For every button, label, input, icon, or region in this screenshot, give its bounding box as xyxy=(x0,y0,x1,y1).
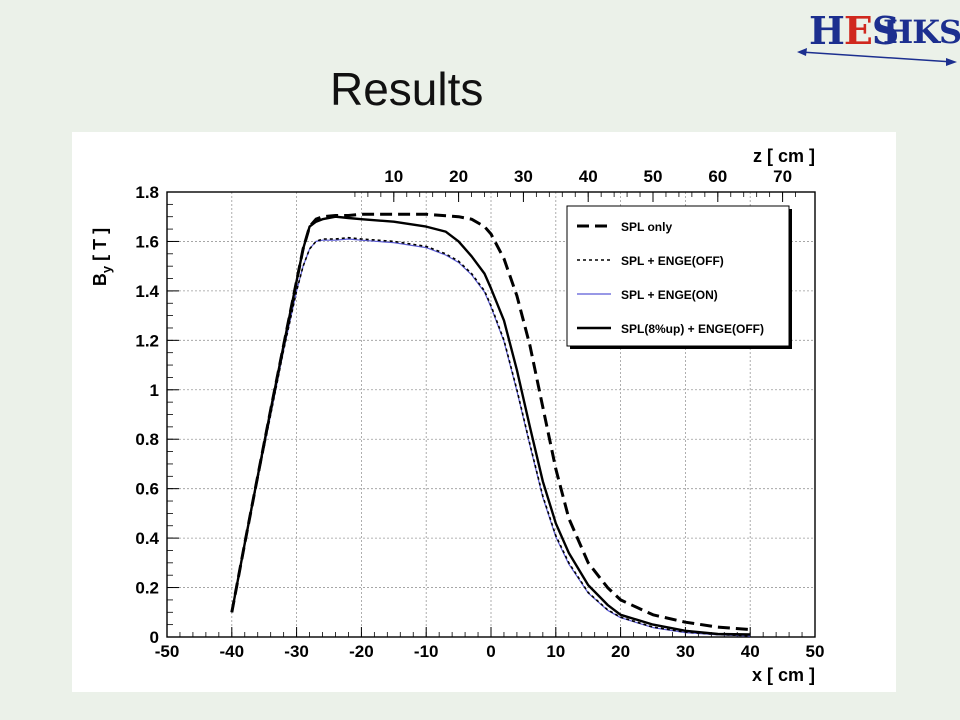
axes: -50 -40 -30 -20 -10 0 10 20 30 40 50 0 0.2 0.4 0.6 0.8 1… xyxy=(90,146,824,685)
y-tick-label: 1.4 xyxy=(135,282,159,301)
z-tick-label: 10 xyxy=(384,167,403,186)
z-tick-label: 60 xyxy=(708,167,727,186)
x-tick-label: 0 xyxy=(486,642,495,661)
x-tick-label: 20 xyxy=(611,642,630,661)
y-tick-label: 1.8 xyxy=(135,183,159,202)
z-axis-label: z [ cm ] xyxy=(753,146,815,166)
z-tick-label: 70 xyxy=(773,167,792,186)
legend-label-3: SPL(8%up) + ENGE(OFF) xyxy=(621,322,764,336)
legend-label-0: SPL only xyxy=(621,220,672,234)
series-line-1 xyxy=(231,236,751,637)
x-tick-label: -20 xyxy=(349,642,374,661)
y-axis-label: By [ T ] xyxy=(90,228,114,286)
legend-label-2: SPL + ENGE(ON) xyxy=(621,288,718,302)
y-tick-label: 0.2 xyxy=(135,579,159,598)
y-tick-label: 1.2 xyxy=(135,331,159,350)
series-line-0 xyxy=(230,212,751,632)
x-tick-label: -10 xyxy=(414,642,439,661)
legend-label-1: SPL + ENGE(OFF) xyxy=(621,254,724,268)
y-tick-label: 0.6 xyxy=(135,480,159,499)
grid xyxy=(167,192,815,637)
x-tick-label: 40 xyxy=(741,642,760,661)
x-tick-label: 50 xyxy=(806,642,825,661)
chart-panel: -50 -40 -30 -20 -10 0 10 20 30 40 50 0 0.2 0.4 0.6 0.8 1… xyxy=(72,132,896,692)
field-chart: -50 -40 -30 -20 -10 0 10 20 30 40 50 0 0.2 0.4 0.6 0.8 1… xyxy=(90,146,824,685)
logo-hes: HES xyxy=(809,8,899,53)
z-tick-label: 20 xyxy=(449,167,468,186)
z-tick-label: 50 xyxy=(644,167,663,186)
x-tick-label: -50 xyxy=(155,642,180,661)
x-axis-label: x [ cm ] xyxy=(752,665,815,685)
logo-arrow xyxy=(797,48,957,66)
logo-hks: HKS xyxy=(883,13,960,51)
y-tick-label: 0.4 xyxy=(135,529,159,548)
y-tick-label: 1 xyxy=(150,381,159,400)
y-tick-label: 0 xyxy=(150,628,159,647)
y-tick-label: 1.6 xyxy=(135,232,159,251)
z-tick-label: 40 xyxy=(579,167,598,186)
hes-hks-logo: HES HKS xyxy=(793,0,960,72)
x-tick-label: 30 xyxy=(676,642,695,661)
z-tick-label: 30 xyxy=(514,167,533,186)
legend-box xyxy=(566,205,790,347)
y-tick-label: 0.8 xyxy=(135,430,159,449)
series-layer xyxy=(230,212,751,637)
x-tick-label: 10 xyxy=(546,642,565,661)
x-tick-label: -30 xyxy=(284,642,309,661)
legend: SPL only SPL + ENGE(OFF) SPL + ENGE(ON) SPL… xyxy=(566,205,792,349)
x-tick-label: -40 xyxy=(220,642,245,661)
slide-title: Results xyxy=(330,63,484,115)
